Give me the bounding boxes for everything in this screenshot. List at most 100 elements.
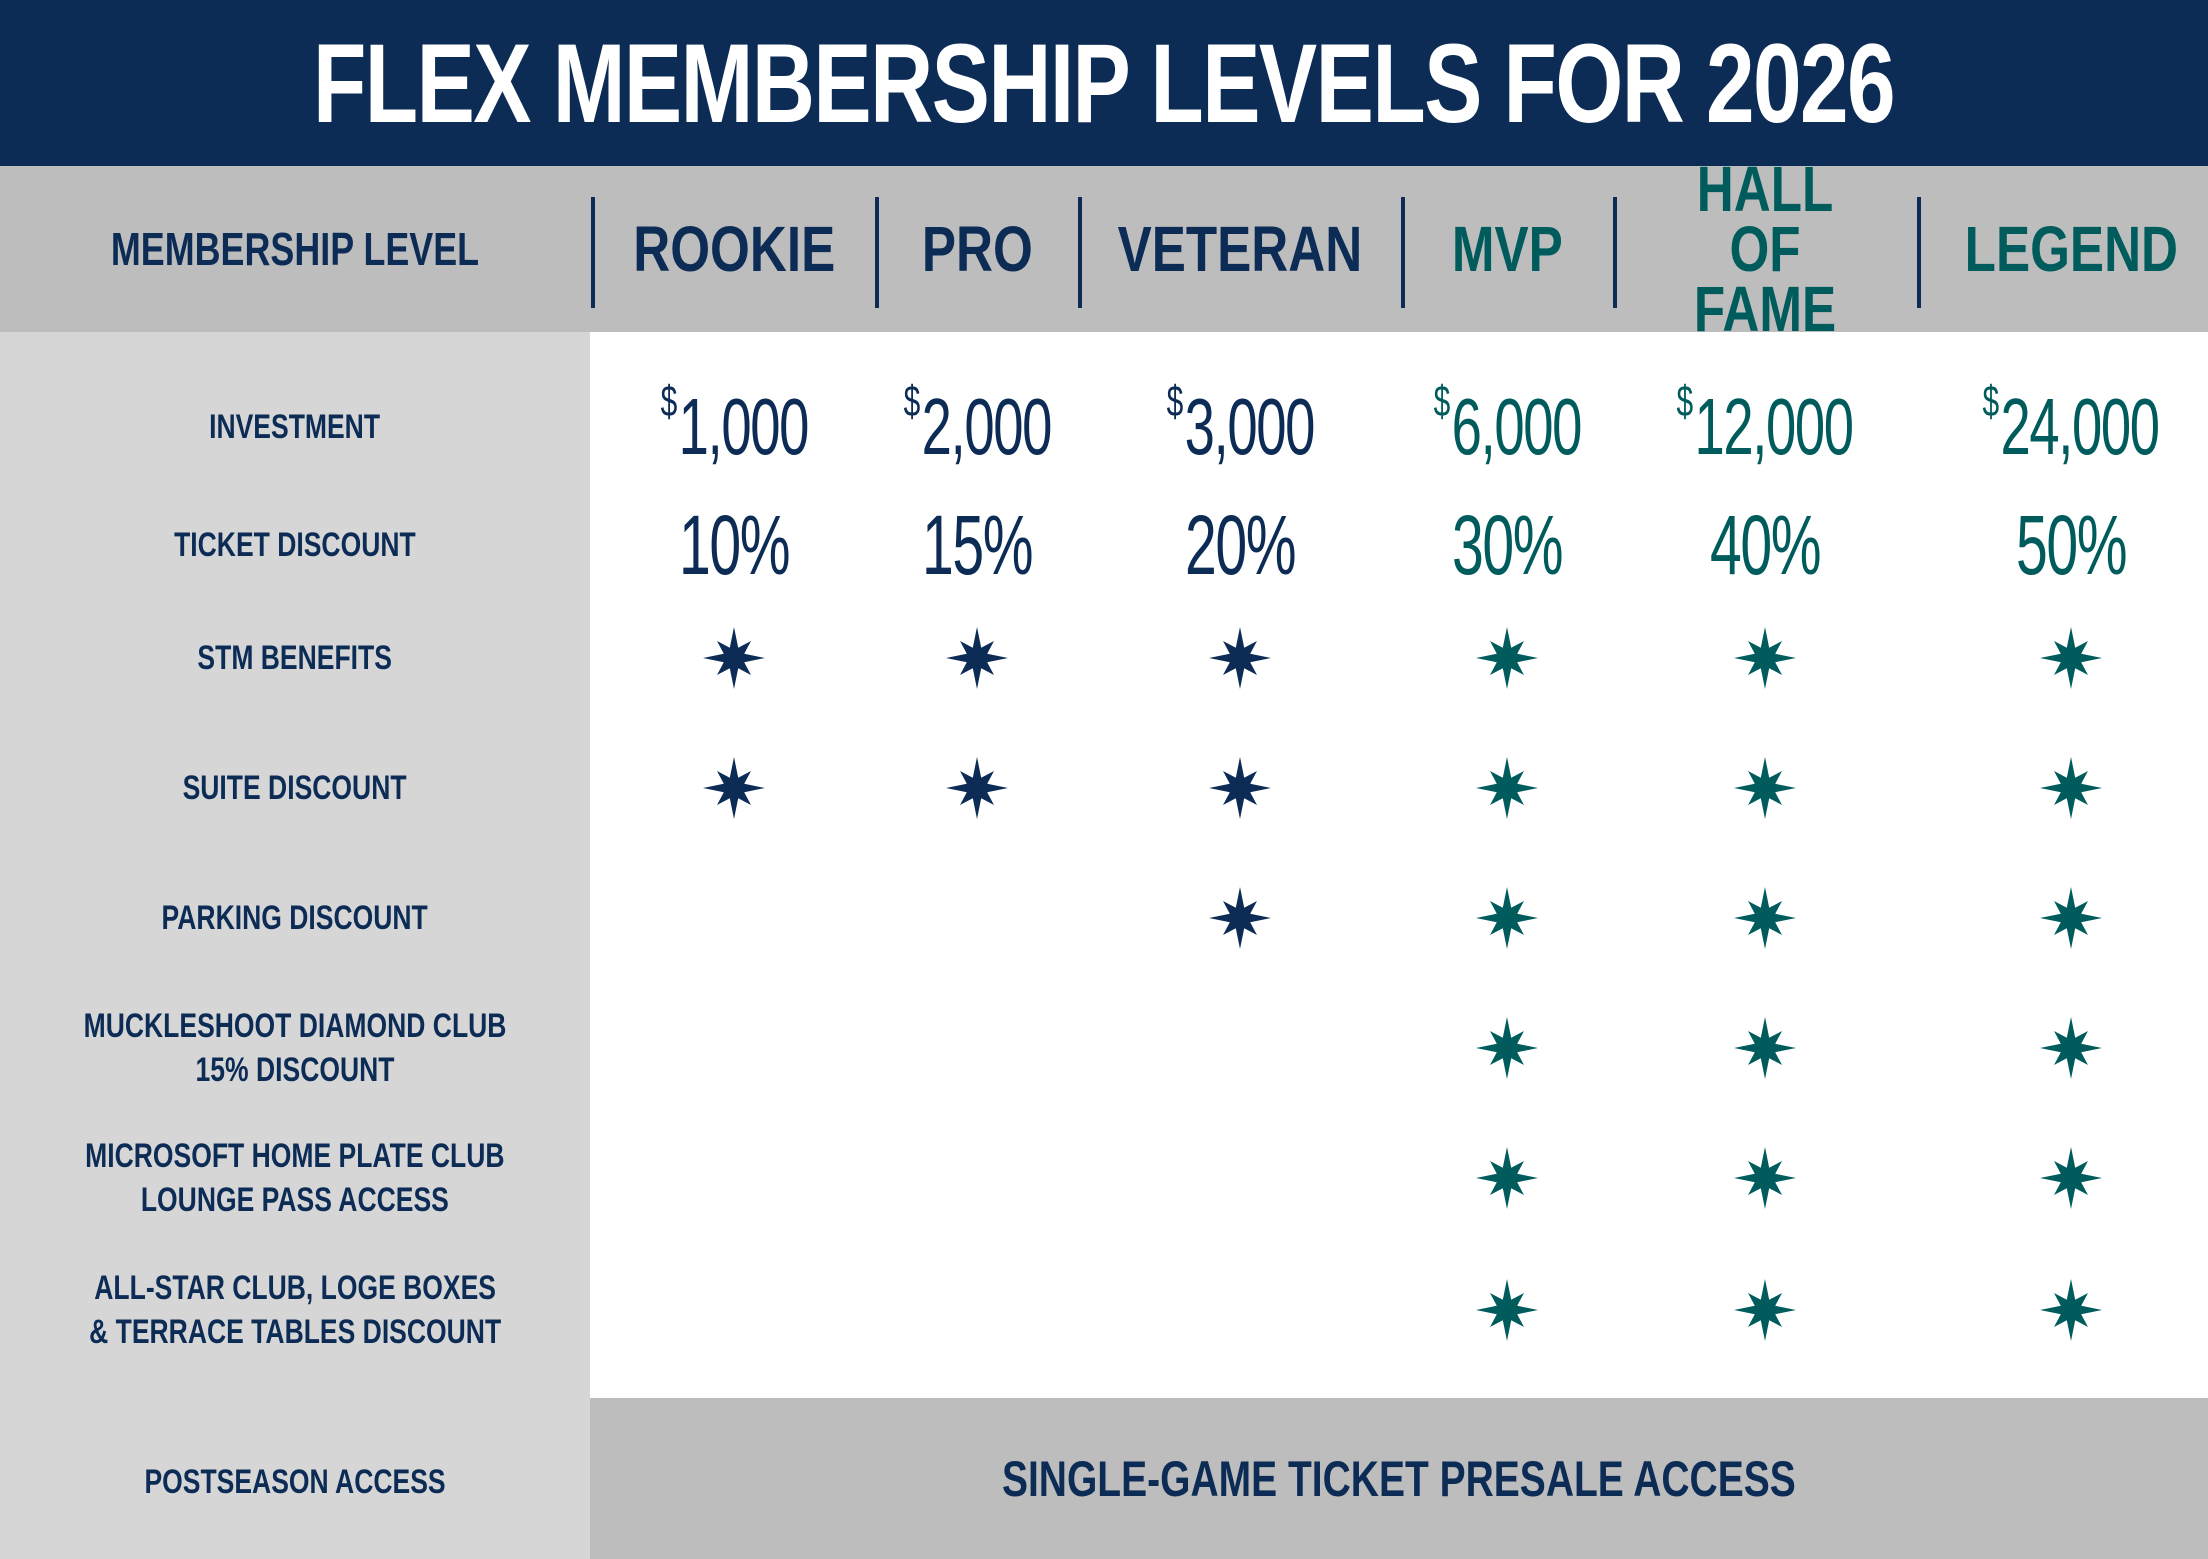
level-header-6: LEGEND bbox=[1941, 166, 2201, 332]
level-name: ROOKIE bbox=[633, 213, 835, 285]
postseason-value: SINGLE-GAME TICKET PRESALE ACCESS bbox=[1002, 1450, 1796, 1507]
column-divider bbox=[1613, 197, 1617, 308]
ticket-discount-value: 30% bbox=[1451, 497, 1564, 592]
ticket-discount-cell: 40% bbox=[1615, 490, 1915, 600]
row-label-text: PARKING DISCOUNT bbox=[161, 899, 429, 937]
compass-star-icon bbox=[2039, 1146, 2103, 1210]
compass-star-icon bbox=[2039, 1278, 2103, 1342]
postseason-bar: SINGLE-GAME TICKET PRESALE ACCESS bbox=[590, 1398, 2208, 1559]
compass-star-icon bbox=[702, 626, 766, 690]
row-label-text: ALL-STAR CLUB, LOGE BOXES & TERRACE TABL… bbox=[88, 1269, 502, 1351]
compass-star-icon bbox=[1733, 756, 1797, 820]
investment-cell: $3,000 bbox=[1090, 377, 1390, 477]
row-label-text: SUITE DISCOUNT bbox=[183, 769, 407, 807]
ticket-discount-cell: 10% bbox=[584, 490, 884, 600]
row-label-investment: INVESTMENT bbox=[0, 387, 590, 467]
currency-symbol: $ bbox=[1433, 377, 1450, 426]
column-divider bbox=[1401, 197, 1405, 308]
investment-amount: $3,000 bbox=[1166, 377, 1315, 473]
compass-star-icon bbox=[1475, 1146, 1539, 1210]
compass-star-icon bbox=[1208, 886, 1272, 950]
header-row: MEMBERSHIP LEVEL ROOKIE PRO VETERAN MVP HALL… bbox=[0, 157, 2208, 341]
ticket-discount-cell: 30% bbox=[1357, 490, 1657, 600]
compass-star-icon bbox=[1475, 1016, 1539, 1080]
compass-star-icon bbox=[945, 626, 1009, 690]
row-label-benefit-2: SUITE DISCOUNT bbox=[0, 733, 590, 843]
compass-star-icon bbox=[1733, 1146, 1797, 1210]
ticket-discount-value: 20% bbox=[1184, 497, 1297, 592]
compass-star-icon bbox=[1208, 626, 1272, 690]
row-label-text: INVESTMENT bbox=[209, 408, 381, 446]
ticket-discount-value: 15% bbox=[921, 497, 1034, 592]
investment-amount: $24,000 bbox=[1983, 377, 2161, 473]
level-name: VETERAN bbox=[1117, 213, 1363, 285]
ticket-discount-value: 40% bbox=[1709, 497, 1822, 592]
row-label-column bbox=[0, 332, 590, 1559]
compass-star-icon bbox=[702, 756, 766, 820]
row-label-benefit-1: STM BENEFITS bbox=[0, 603, 590, 713]
column-divider bbox=[1078, 197, 1082, 308]
row-label-benefit-5: MICROSOFT HOME PLATE CLUB LOUNGE PASS AC… bbox=[0, 1123, 590, 1233]
compass-star-icon bbox=[1733, 626, 1797, 690]
investment-value: 6,000 bbox=[1451, 382, 1582, 471]
page-title: FLEX MEMBERSHIP LEVELS FOR 2026 bbox=[313, 20, 1896, 146]
level-name: PRO bbox=[921, 213, 1033, 285]
row-label-text: MICROSOFT HOME PLATE CLUB LOUNGE PASS AC… bbox=[85, 1137, 505, 1219]
investment-value: 24,000 bbox=[2000, 382, 2161, 471]
compass-star-icon bbox=[2039, 1016, 2103, 1080]
ticket-discount-cell: 50% bbox=[1921, 490, 2208, 600]
investment-amount: $1,000 bbox=[660, 377, 809, 473]
investment-amount: $6,000 bbox=[1433, 377, 1582, 473]
compass-star-icon bbox=[1208, 756, 1272, 820]
currency-symbol: $ bbox=[903, 377, 920, 426]
compass-star-icon bbox=[2039, 756, 2103, 820]
ticket-discount-value: 50% bbox=[2015, 497, 2128, 592]
compass-star-icon bbox=[1733, 1016, 1797, 1080]
level-header-4: MVP bbox=[1407, 166, 1607, 332]
investment-cell: $6,000 bbox=[1357, 377, 1657, 477]
level-header-2: PRO bbox=[877, 166, 1077, 332]
compass-star-icon bbox=[1475, 626, 1539, 690]
compass-star-icon bbox=[1475, 886, 1539, 950]
level-name: LEGEND bbox=[1964, 213, 2178, 285]
compass-star-icon bbox=[945, 756, 1009, 820]
title-bar: FLEX MEMBERSHIP LEVELS FOR 2026 bbox=[0, 0, 2208, 166]
level-name: MVP bbox=[1451, 213, 1563, 285]
investment-value: 1,000 bbox=[678, 382, 809, 471]
compass-star-icon bbox=[2039, 626, 2103, 690]
level-name: HALL OF FAME bbox=[1693, 153, 1837, 345]
ticket-discount-cell: 20% bbox=[1090, 490, 1390, 600]
investment-cell: $2,000 bbox=[827, 377, 1127, 477]
investment-value: 12,000 bbox=[1694, 382, 1855, 471]
investment-value: 3,000 bbox=[1184, 382, 1315, 471]
currency-symbol: $ bbox=[1982, 377, 2000, 426]
column-divider bbox=[1917, 197, 1921, 308]
investment-cell: $24,000 bbox=[1921, 377, 2208, 477]
ticket-discount-cell: 15% bbox=[827, 490, 1127, 600]
row-label-benefit-3: PARKING DISCOUNT bbox=[0, 863, 590, 973]
row-label-text: TICKET DISCOUNT bbox=[174, 526, 416, 564]
column-divider bbox=[875, 197, 879, 308]
investment-cell: $1,000 bbox=[584, 377, 884, 477]
compass-star-icon bbox=[1475, 756, 1539, 820]
compass-star-icon bbox=[1733, 1278, 1797, 1342]
column-divider bbox=[591, 197, 595, 308]
row-label-text: MUCKLESHOOT DIAMOND CLUB 15% DISCOUNT bbox=[83, 1007, 507, 1089]
membership-level-label: MEMBERSHIP LEVEL bbox=[110, 223, 480, 275]
row-label-text: POSTSEASON ACCESS bbox=[144, 1463, 446, 1501]
level-header-5: HALL OF FAME bbox=[1625, 157, 1905, 341]
row-label-benefit-4: MUCKLESHOOT DIAMOND CLUB 15% DISCOUNT bbox=[0, 993, 590, 1103]
investment-cell: $12,000 bbox=[1615, 377, 1915, 477]
currency-symbol: $ bbox=[1166, 377, 1183, 426]
compass-star-icon bbox=[2039, 886, 2103, 950]
membership-level-header: MEMBERSHIP LEVEL bbox=[0, 166, 590, 332]
currency-symbol: $ bbox=[660, 377, 677, 426]
level-header-3: VETERAN bbox=[1090, 166, 1390, 332]
compass-star-icon bbox=[1475, 1278, 1539, 1342]
row-label-postseason: POSTSEASON ACCESS bbox=[0, 1442, 590, 1522]
investment-amount: $12,000 bbox=[1677, 377, 1855, 473]
compass-star-icon bbox=[1733, 886, 1797, 950]
level-header-1: ROOKIE bbox=[599, 166, 869, 332]
investment-amount: $2,000 bbox=[903, 377, 1052, 473]
